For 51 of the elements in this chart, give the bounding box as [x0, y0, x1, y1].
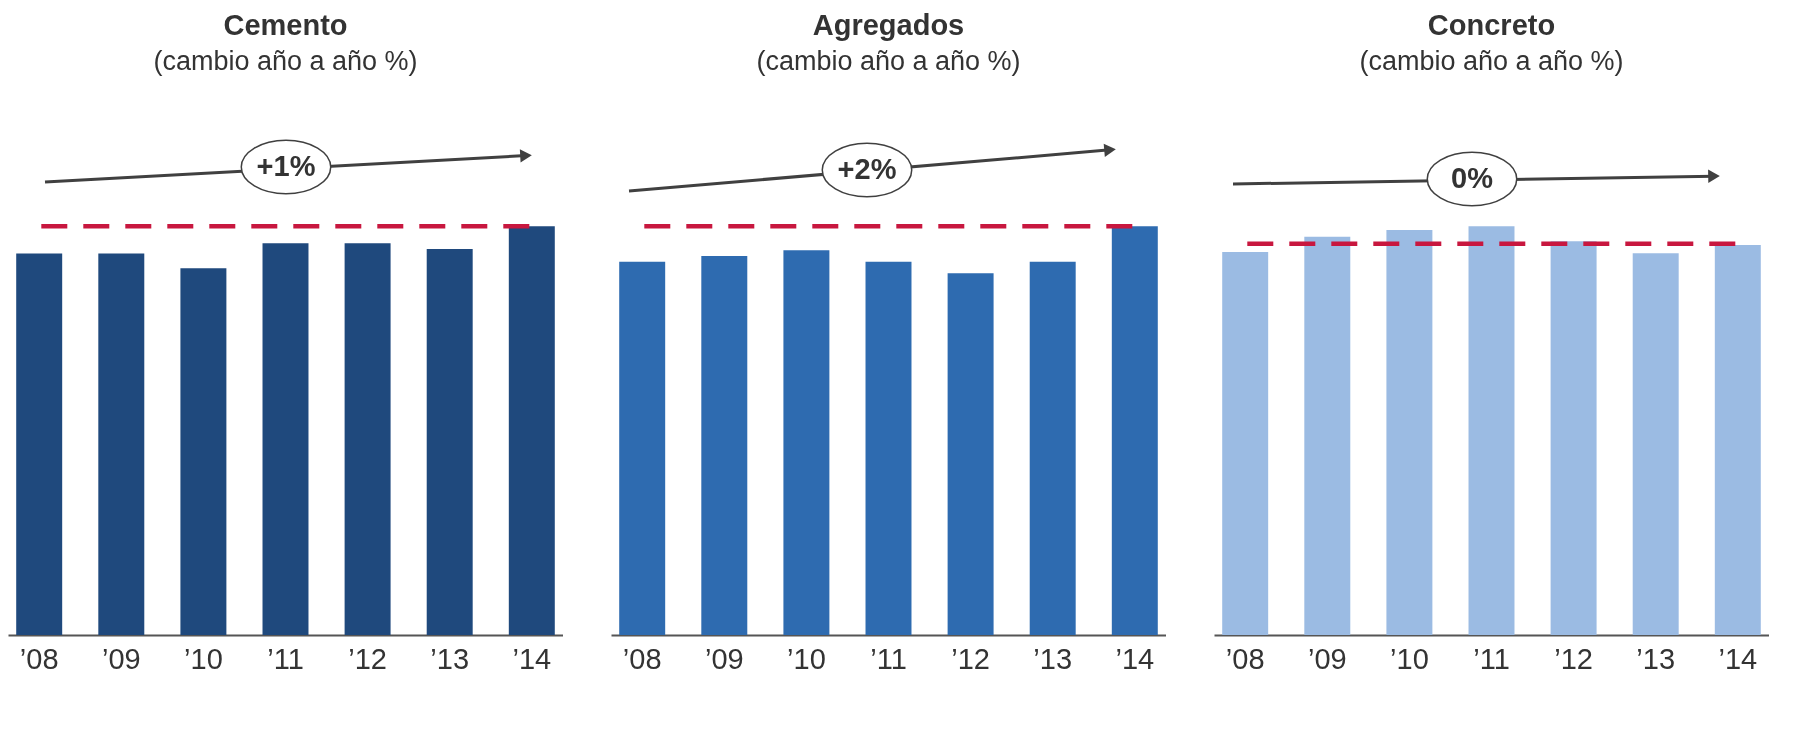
x-tick-label: ’14 [1718, 642, 1758, 675]
x-tick-label: ’09 [101, 642, 141, 675]
chart-title: Agregados [812, 9, 965, 41]
x-tick-label: ’08 [622, 642, 662, 675]
bar [1222, 251, 1269, 635]
bar [1714, 245, 1761, 635]
x-tick-label: ’10 [787, 642, 826, 675]
text: +2% [837, 153, 897, 185]
chart-subtitle: (cambio año a año %) [1359, 46, 1624, 76]
bar [1550, 241, 1597, 635]
bar [508, 226, 555, 635]
bar [1632, 253, 1679, 635]
bar [16, 253, 63, 635]
chart-subtitle: (cambio año a año %) [756, 46, 1021, 76]
bar [1468, 226, 1515, 635]
bar [344, 243, 391, 635]
x-tick-label: ’13 [1636, 642, 1676, 675]
chart-title: Cemento [223, 9, 348, 41]
bar [262, 243, 309, 635]
x-tick-label: ’08 [1225, 642, 1265, 675]
bar [701, 256, 748, 635]
x-tick-label: ’12 [951, 642, 990, 675]
chart-title: Concreto [1427, 9, 1556, 41]
text: +1% [256, 150, 316, 182]
bar [619, 261, 666, 635]
bar [1111, 226, 1158, 635]
x-tick-label: ’14 [1115, 642, 1155, 675]
x-tick-label: ’13 [430, 642, 470, 675]
bar [947, 273, 994, 635]
bar [1386, 229, 1433, 635]
bar [426, 249, 473, 635]
x-tick-label: ’10 [1390, 642, 1429, 675]
chart-subtitle: (cambio año a año %) [153, 46, 418, 76]
text: 0% [1451, 162, 1494, 194]
bar [783, 250, 830, 635]
bar [180, 268, 227, 635]
x-tick-label: ’09 [704, 642, 744, 675]
x-tick-label: ’11 [267, 642, 304, 675]
x-tick-label: ’08 [19, 642, 59, 675]
x-tick-label: ’10 [184, 642, 223, 675]
bar [1029, 261, 1076, 635]
x-tick-label: ’12 [1554, 642, 1593, 675]
x-tick-label: ’13 [1033, 642, 1073, 675]
x-tick-label: ’12 [348, 642, 387, 675]
x-tick-label: ’14 [512, 642, 552, 675]
bar [98, 253, 145, 635]
x-tick-label: ’09 [1307, 642, 1347, 675]
x-tick-label: ’11 [1473, 642, 1510, 675]
bar [1304, 236, 1351, 635]
bar [865, 261, 912, 635]
x-tick-label: ’11 [870, 642, 907, 675]
